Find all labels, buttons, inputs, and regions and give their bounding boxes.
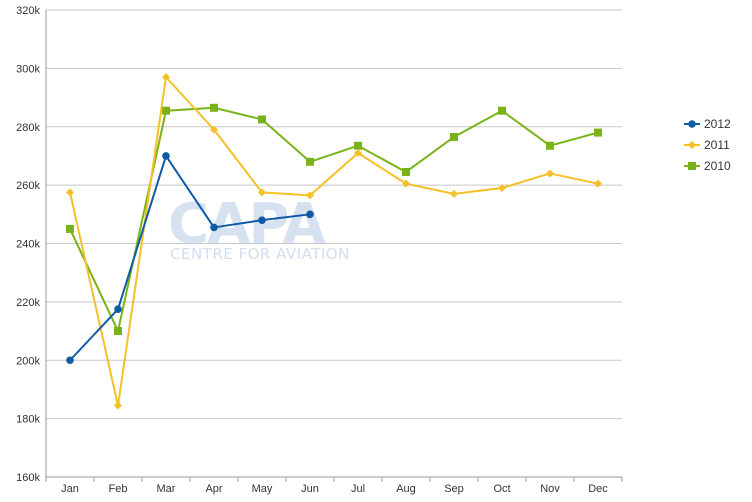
data-point-2011[interactable]	[546, 169, 554, 178]
legend-marker[interactable]	[688, 141, 696, 149]
series-2012	[66, 152, 314, 365]
x-tick-label: Apr	[205, 483, 222, 495]
data-point-2011[interactable]	[162, 73, 170, 82]
x-tick-label: Mar	[157, 483, 176, 495]
data-point-2012[interactable]	[210, 223, 218, 232]
data-point-2011[interactable]	[354, 149, 362, 158]
data-point-2010[interactable]	[594, 128, 602, 137]
legend-item-2012[interactable]: 2012	[684, 117, 731, 131]
x-tick-label: Jul	[351, 483, 365, 495]
data-point-2010[interactable]	[66, 224, 74, 233]
y-tick-label: 160k	[16, 472, 40, 484]
data-point-2010[interactable]	[402, 167, 410, 176]
data-point-2011[interactable]	[66, 188, 74, 197]
data-point-2011[interactable]	[114, 401, 122, 410]
x-tick-label: Dec	[588, 483, 608, 495]
data-point-2010[interactable]	[306, 157, 314, 166]
x-tick-label: Feb	[109, 483, 128, 495]
data-point-2011[interactable]	[402, 179, 410, 188]
x-tick-label: Sep	[444, 483, 464, 495]
data-point-2010[interactable]	[546, 141, 554, 150]
data-point-2010[interactable]	[450, 132, 458, 141]
legend-label: 2010	[704, 159, 731, 173]
y-tick-label: 260k	[16, 180, 40, 192]
series-line-2012	[69, 154, 311, 361]
legend-item-2010[interactable]: 2010	[684, 159, 731, 173]
data-point-2011[interactable]	[594, 179, 602, 188]
y-tick-label: 200k	[16, 355, 40, 367]
series-2010	[66, 103, 602, 336]
watermark-logo-text: CAPA	[168, 192, 326, 257]
data-point-2011[interactable]	[258, 188, 266, 197]
data-point-2011[interactable]	[498, 184, 506, 193]
x-tick-label: Oct	[493, 483, 510, 495]
y-tick-label: 220k	[16, 297, 40, 309]
data-point-2010[interactable]	[210, 103, 218, 112]
x-tick-label: Aug	[396, 483, 416, 495]
legend-marker[interactable]	[688, 162, 696, 170]
data-point-2010[interactable]	[162, 106, 170, 115]
x-tick-label: Jan	[61, 483, 79, 495]
series-line-2011	[69, 76, 599, 407]
legend[interactable]: 2012 2011 2010	[684, 117, 731, 173]
data-point-2011[interactable]	[306, 191, 314, 200]
y-axis: 160k 180k 200k 220k 240k 260k 280k 300k 320k	[16, 5, 47, 484]
series-group	[66, 73, 602, 410]
data-point-2011[interactable]	[210, 125, 218, 134]
series-2011	[66, 73, 602, 410]
y-tick-label: 180k	[16, 414, 40, 426]
watermark-tagline: CENTRE FOR AVIATION	[170, 245, 350, 263]
series-line-2010	[69, 106, 599, 333]
data-point-2010[interactable]	[114, 327, 122, 336]
data-point-2011[interactable]	[450, 189, 458, 198]
data-point-2012[interactable]	[114, 305, 122, 313]
legend-marker[interactable]	[688, 120, 696, 128]
data-point-2010[interactable]	[354, 141, 362, 150]
y-tick-label: 300k	[16, 63, 40, 75]
legend-label: 2011	[704, 138, 730, 152]
x-tick-label: May	[252, 483, 273, 495]
y-tick-label: 240k	[16, 239, 40, 251]
data-point-2012[interactable]	[306, 210, 314, 219]
y-tick-label: 320k	[16, 5, 40, 17]
y-tick-label: 280k	[16, 122, 40, 134]
capa-watermark: CAPA CENTRE FOR AVIATION	[168, 192, 350, 263]
gridlines	[46, 9, 622, 478]
x-axis: Jan Feb Mar Apr May Jun Jul Aug Sep Oct Nov Dec	[45, 476, 623, 495]
x-tick-label: Nov	[540, 483, 560, 495]
data-point-2010[interactable]	[258, 115, 266, 124]
legend-label: 2012	[704, 117, 731, 131]
x-tick-label: Jun	[301, 483, 319, 495]
data-point-2012[interactable]	[162, 152, 170, 160]
legend-item-2011[interactable]: 2011	[684, 138, 730, 152]
data-point-2010[interactable]	[498, 106, 506, 115]
data-point-2012[interactable]	[66, 356, 74, 365]
data-point-2012[interactable]	[258, 216, 266, 224]
